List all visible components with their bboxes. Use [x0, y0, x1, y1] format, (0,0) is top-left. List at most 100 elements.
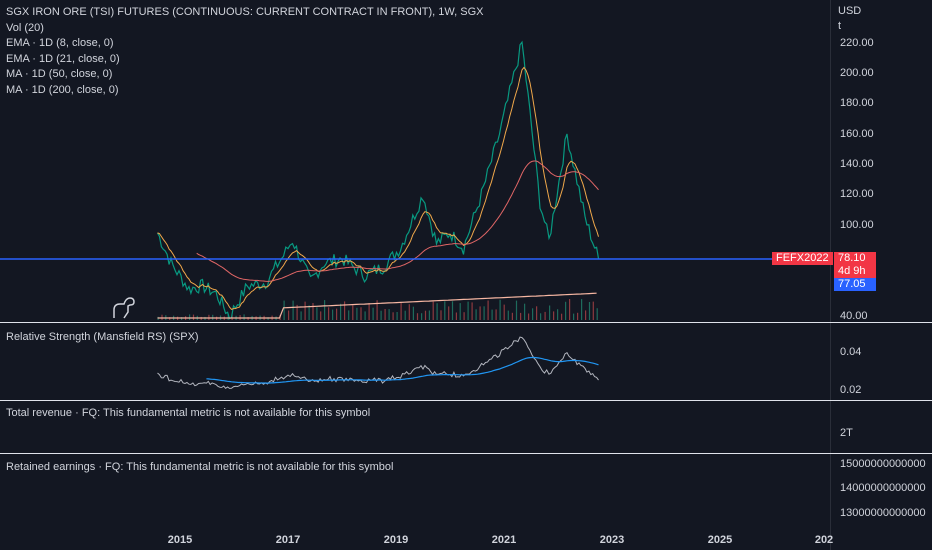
legend-vol[interactable]: Vol (20): [6, 21, 44, 34]
axis-divider: [830, 0, 831, 550]
volume-bar: [296, 304, 298, 320]
volume-bar: [592, 301, 594, 320]
volume-bar: [479, 306, 481, 320]
volume-bar: [360, 307, 362, 320]
volume-bar: [384, 309, 386, 320]
volume-bar: [368, 303, 370, 320]
volume-bar: [432, 301, 434, 320]
volume-bar: [515, 300, 518, 320]
volume-bar: [444, 301, 446, 320]
volume-bar: [300, 311, 302, 320]
time-label: 2015: [167, 534, 193, 546]
volume-bar: [189, 314, 191, 320]
volume-bars: [157, 299, 598, 320]
rs-tick: 0.02: [840, 384, 862, 396]
volume-bar: [283, 300, 285, 320]
volume-bar: [336, 308, 338, 320]
volume-bar: [524, 303, 526, 320]
other-price-tag[interactable]: 77.05: [834, 278, 876, 291]
volume-bar: [440, 310, 442, 320]
revenue-tick: 2T: [840, 427, 853, 439]
earnings-tick: 14000000000000: [840, 482, 926, 494]
volume-bar: [544, 311, 546, 320]
legend-ma-50[interactable]: MA · 1D (50, close, 0): [6, 68, 113, 80]
symbol-title[interactable]: SGX IRON ORE (TSI) FUTURES (CONTINUOUS: …: [6, 6, 484, 18]
volume-bar: [573, 313, 575, 320]
rs-panel-label[interactable]: Relative Strength (Mansfield RS) (SPX): [6, 331, 199, 343]
volume-bar: [467, 301, 469, 320]
time-label: 2019: [383, 534, 409, 546]
volume-bar: [459, 303, 461, 320]
panel-divider[interactable]: [0, 400, 932, 401]
volume-bar: [344, 301, 346, 320]
volume-bar: [416, 313, 419, 320]
volume-bar: [577, 312, 579, 320]
legend-ema-21[interactable]: EMA · 1D (21, close, 0): [6, 52, 120, 65]
volume-bar: [428, 310, 430, 320]
volume-bar: [380, 310, 382, 320]
ma-200-line: [196, 160, 599, 282]
price-tick: 40.00: [840, 310, 868, 322]
panel-divider[interactable]: [0, 453, 932, 454]
legend-ma-200[interactable]: MA · 1D (200, close, 0): [6, 83, 119, 96]
volume-bar: [491, 309, 493, 320]
revenue-panel-label[interactable]: Total revenue · FQ: This fundamental met…: [6, 407, 371, 419]
volume-bar: [487, 300, 489, 320]
symbol-tag[interactable]: FEFX2022: [772, 252, 833, 265]
volume-bar: [463, 312, 465, 320]
volume-bar: [332, 309, 334, 320]
volume-bar: [503, 304, 505, 320]
currency-label[interactable]: USD: [838, 5, 862, 17]
volume-bar: [192, 314, 195, 320]
volume-bar: [471, 302, 473, 320]
volume-bar: [536, 306, 538, 320]
rs-tick: 0.04: [840, 346, 862, 358]
volume-bar: [388, 309, 390, 320]
volume-bar: [569, 299, 571, 320]
volume-bar: [372, 307, 374, 320]
volume-bar: [499, 299, 501, 320]
earnings-tick: 13000000000000: [840, 507, 926, 519]
time-label: 2025: [707, 534, 733, 546]
time-label: 2017: [275, 534, 301, 546]
volume-bar: [475, 309, 477, 320]
volume-bar: [243, 314, 245, 320]
volume-bar: [348, 310, 350, 320]
last-price-tag[interactable]: 78.10: [834, 252, 876, 265]
volume-bar: [424, 310, 427, 320]
volume-bar: [364, 311, 366, 320]
volume-bar: [495, 309, 497, 320]
volume-bar: [455, 312, 457, 320]
rs-ma-line: [206, 356, 599, 384]
ema-8-line: [157, 66, 599, 310]
time-label: 2021: [491, 534, 517, 546]
volume-bar: [376, 300, 378, 320]
unit-label: t: [838, 20, 842, 32]
volume-ma-line: [157, 292, 597, 319]
volume-bar: [540, 313, 542, 320]
volume-bar: [588, 302, 591, 320]
volume-bar: [436, 303, 438, 320]
price-tick: 220.00: [840, 37, 874, 49]
volume-bar: [412, 306, 414, 320]
earnings-tick: 15000000000000: [840, 458, 926, 470]
volume-bar: [304, 301, 306, 320]
time-label: 2023: [599, 534, 625, 546]
volume-bar: [288, 310, 290, 320]
price-tick: 140.00: [840, 158, 874, 170]
time-label: 202: [814, 534, 834, 546]
panel-divider[interactable]: [0, 322, 932, 323]
volume-bar: [451, 301, 454, 320]
volume-bar: [421, 313, 423, 320]
volume-bar: [511, 312, 513, 320]
price-tick: 200.00: [840, 67, 874, 79]
volume-bar: [507, 310, 509, 320]
volume-bar: [316, 307, 318, 320]
earnings-panel-label[interactable]: Retained earnings · FQ: This fundamental…: [6, 461, 394, 473]
volume-bar: [340, 303, 342, 320]
volume-bar: [324, 300, 326, 320]
countdown-tag: 4d 9h: [834, 265, 876, 278]
legend: SGX IRON ORE (TSI) FUTURES (CONTINUOUS: …: [6, 5, 484, 98]
legend-ema-8[interactable]: EMA · 1D (8, close, 0): [6, 37, 114, 49]
